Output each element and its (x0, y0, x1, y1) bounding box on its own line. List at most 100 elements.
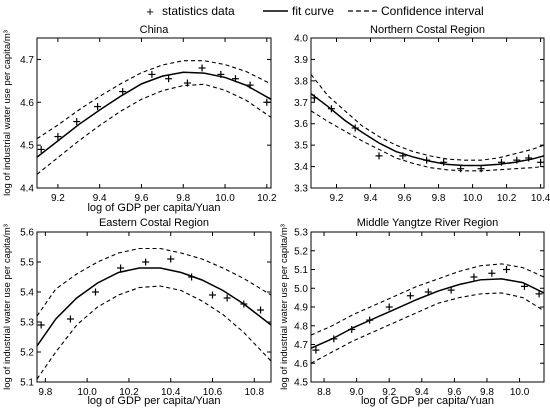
chart-0-statistics-point (217, 70, 225, 78)
chart-0-fit-curve-line (37, 71, 271, 158)
chart-2-statistics-point (257, 306, 265, 314)
chart-1-plot-frame (310, 37, 545, 189)
chart-1-y-tick-label: 3.6 (294, 119, 308, 130)
legend-label-confidence-interval: Confidence interval (381, 4, 484, 18)
chart-0-x-tick-label: 9.8 (176, 193, 190, 204)
chart-1-statistics-point (497, 158, 505, 166)
chart-3-statistics-point (447, 286, 455, 294)
chart-0-x-tick-label: 10.2 (257, 193, 277, 204)
chart-1-y-tick-label: 3.7 (294, 98, 308, 109)
chart-2-statistics-point (240, 300, 248, 308)
chart-0-statistics-point (37, 145, 45, 153)
chart-1-y-tick-label: 3.9 (294, 55, 308, 66)
chart-0-statistics-point (246, 81, 254, 89)
chart-0-statistics-point (231, 75, 239, 83)
chart-3-y-tick-label: 4.7 (294, 340, 308, 351)
chart-3-statistics-point (535, 290, 543, 298)
chart-1-y-tick-label: 4.0 (294, 34, 308, 45)
chart-3-plot-frame (310, 231, 545, 383)
chart-3-statistics-point (366, 316, 374, 324)
chart-3-statistics-point (330, 335, 338, 343)
chart-3-statistics-point (488, 269, 496, 277)
chart-3-y-tick-label: 4.6 (294, 359, 308, 370)
chart-1-confidence-upper-line (311, 74, 544, 161)
chart-2-statistics-point (66, 315, 74, 323)
chart-2-statistics-point (92, 288, 99, 296)
chart-3-confidence-lower-line (311, 292, 544, 364)
panel-china: China 9.2 9.4 9.6 9.8 10.0 10.2 4.4 4.5 4.6 4.7 log… (2, 24, 277, 214)
chart-3-fit-curve-line (311, 278, 544, 349)
chart-0-y-axis-label: log of industrial water use per capita/m… (2, 30, 13, 196)
chart-2-y-axis-label: log of industrial water use per capita/m… (2, 224, 13, 390)
chart-1-fit-curve-line (311, 93, 544, 167)
chart-1-statistics-point (310, 94, 318, 102)
chart-2-title: Eastern Costal Region (99, 217, 209, 229)
chart-1-statistics-point (423, 156, 431, 164)
chart-2-fit-curve-line (37, 267, 271, 347)
panel-middle-yangtze-river-region: Middle Yangtze River Region 8.8 9.0 9.2 9.4 9… (279, 217, 545, 407)
chart-0-y-tick-label: 4.4 (20, 184, 34, 195)
chart-0-plot-frame (36, 37, 272, 189)
chart-3-y-tick-label: 4.5 (294, 378, 308, 389)
chart-2-statistics-point (142, 258, 150, 266)
chart-1-statistics-point (513, 156, 521, 164)
panel-eastern-costal-region: Eastern Costal Region 9.8 10.0 10.2 10.4 10.6… (2, 217, 272, 407)
legend-confidence-interval: Confidence interval (348, 4, 484, 18)
chart-1-x-tick-label: 10.2 (497, 193, 517, 204)
chart-0-confidence-upper-line (37, 60, 271, 140)
chart-1-x-tick-label: 9.8 (432, 193, 446, 204)
chart-3-statistics-point (520, 282, 528, 290)
chart-3-x-tick-label: 9.4 (415, 387, 429, 398)
chart-0-x-tick-label: 9.6 (135, 193, 149, 204)
chart-2-y-tick-label: 5.1 (20, 378, 34, 389)
chart-3-y-tick-label: 4.9 (294, 303, 308, 314)
chart-0-y-tick-label: 4.7 (20, 55, 34, 66)
chart-0-confidence-lower-line (37, 83, 271, 175)
chart-2-y-tick-label: 5.3 (20, 318, 34, 329)
chart-2-x-axis-label: log of GDP per capita/Yuan (87, 395, 220, 407)
chart-2-plot-frame (36, 231, 272, 383)
chart-3-x-tick-label: 9.2 (382, 387, 396, 398)
chart-0-x-tick-label: 9.4 (93, 193, 107, 204)
chart-3-statistics-point (424, 288, 432, 296)
chart-3-y-tick-label: 5.0 (294, 284, 308, 295)
chart-2-x-tick-label: 10.8 (245, 387, 265, 398)
chart-2-x-tick-label: 10.2 (119, 387, 139, 398)
chart-3-statistics-point (312, 346, 320, 354)
chart-3-statistics-point (385, 303, 393, 311)
chart-1-statistics-point (477, 165, 485, 173)
chart-2-y-tick-label: 5.6 (20, 228, 34, 239)
chart-1-statistics-point (440, 158, 448, 166)
chart-1-title: Northern Costal Region (370, 24, 485, 36)
legend-marker: + (146, 4, 154, 19)
chart-1-x-tick-label: 9.6 (398, 193, 412, 204)
chart-1-confidence-lower-line (311, 110, 544, 172)
chart-0-statistics-point (165, 75, 173, 83)
chart-0-title: China (140, 24, 170, 36)
chart-2-statistics-point (117, 264, 125, 272)
chart-1-statistics-point (537, 158, 545, 166)
chart-1-x-tick-label: 10.4 (531, 193, 550, 204)
chart-1-y-tick-label: 3.8 (294, 76, 308, 87)
chart-3-title: Middle Yangtze River Region (357, 217, 498, 229)
chart-3-statistics-point (503, 266, 511, 273)
chart-1-statistics-point (327, 105, 335, 113)
legend-label-statistics-data: statistics data (162, 4, 235, 18)
chart-3-statistics-point (406, 292, 414, 300)
chart-0-statistics-point (148, 70, 156, 78)
chart-3-y-tick-label: 5.2 (294, 246, 308, 257)
chart-3-x-tick-label: 10.0 (510, 387, 530, 398)
chart-3-y-tick-label: 4.8 (294, 321, 308, 332)
chart-3-x-tick-label: 9.6 (447, 387, 461, 398)
legend-statistics-data: + statistics data (146, 4, 235, 19)
chart-1-statistics-point (375, 152, 383, 160)
chart-3-statistics-point (470, 273, 478, 281)
chart-3-x-tick-label: 9.8 (480, 387, 494, 398)
chart-2-x-tick-label: 9.8 (38, 387, 52, 398)
chart-1-statistics-point (525, 154, 533, 162)
chart-2-y-tick-label: 5.5 (20, 258, 34, 269)
chart-1-x-tick-label: 10.0 (463, 193, 483, 204)
chart-0-statistics-point (119, 88, 127, 96)
